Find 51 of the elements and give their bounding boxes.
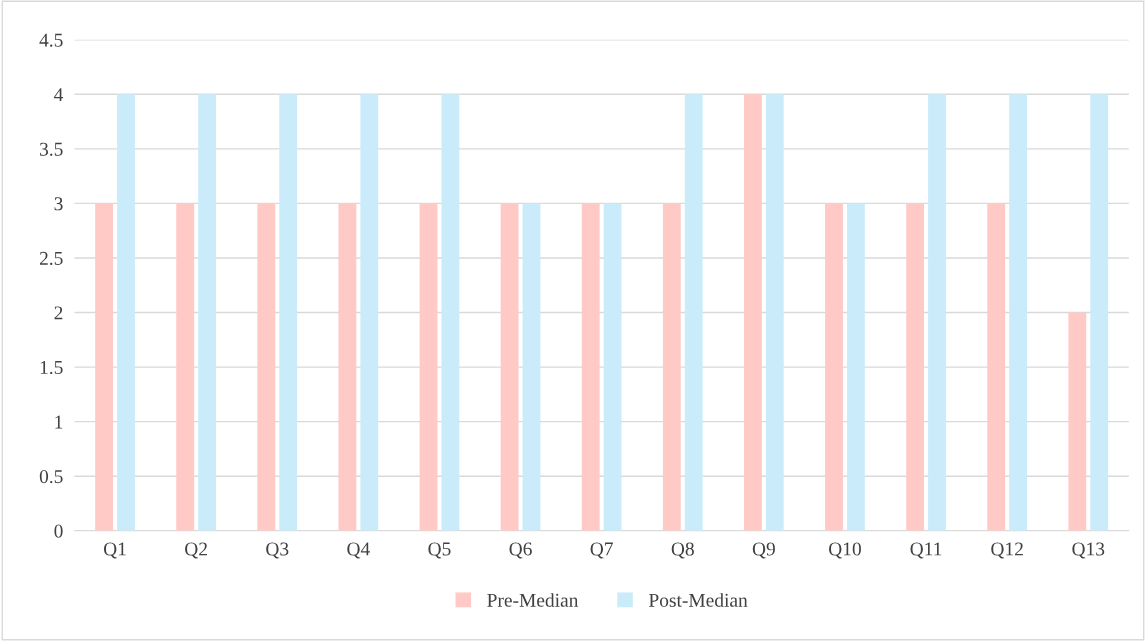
y-tick-label: 4.5: [39, 33, 63, 47]
bar: [117, 94, 135, 531]
y-tick-label: 1.5: [40, 360, 63, 375]
bar: [1068, 312, 1087, 531]
x-tick-label: Q3: [266, 542, 289, 559]
bar: [441, 94, 460, 531]
bar: [419, 203, 438, 531]
y-tick-label: 2: [54, 306, 63, 320]
bar: [198, 94, 217, 531]
bar: [338, 203, 357, 531]
x-tick-label: Q1: [103, 542, 126, 559]
bar: [987, 203, 1006, 531]
y-tick-label: 3: [54, 197, 63, 211]
y-tick-label: 0: [54, 524, 63, 538]
bar: [522, 203, 541, 531]
x-tick-label: Q6: [509, 542, 532, 559]
x-tick-label: Q11: [910, 542, 942, 559]
bar: [279, 94, 298, 531]
y-tick-label: 2.5: [39, 251, 63, 265]
bar: [743, 94, 762, 531]
bar: [928, 94, 946, 531]
x-tick-label: Q2: [185, 542, 207, 559]
bar: [662, 203, 681, 531]
x-tick-label: Q12: [991, 542, 1023, 559]
y-tick-label: 1: [55, 415, 63, 429]
bar: [765, 94, 784, 531]
x-tick-label: Q5: [428, 542, 451, 559]
y-tick-label: 4: [54, 88, 64, 102]
y-tick-label: 3.5: [40, 142, 63, 156]
bar: [176, 203, 195, 531]
bar: [846, 203, 865, 531]
bar: [500, 203, 519, 531]
bar: [906, 203, 925, 531]
bar: [360, 94, 379, 531]
bar: [603, 203, 622, 531]
y-tick-label: 0.5: [39, 470, 63, 484]
x-tick-label: Q7: [590, 542, 613, 559]
bar: [581, 203, 600, 531]
x-tick-label: Q9: [752, 542, 775, 559]
x-tick-label: Q8: [671, 542, 694, 559]
bar: [1090, 94, 1109, 531]
bar: [95, 203, 114, 531]
x-tick-label: Q13: [1072, 542, 1105, 559]
x-tick-label: Q4: [347, 542, 370, 559]
bar: [825, 203, 843, 531]
x-tick-label: Q10: [829, 542, 861, 559]
bar: [684, 94, 703, 531]
bar: [1009, 94, 1028, 531]
legend-label: Pre-Median: [487, 593, 579, 607]
legend-label: Post-Median: [648, 593, 748, 607]
bar: [257, 203, 276, 531]
